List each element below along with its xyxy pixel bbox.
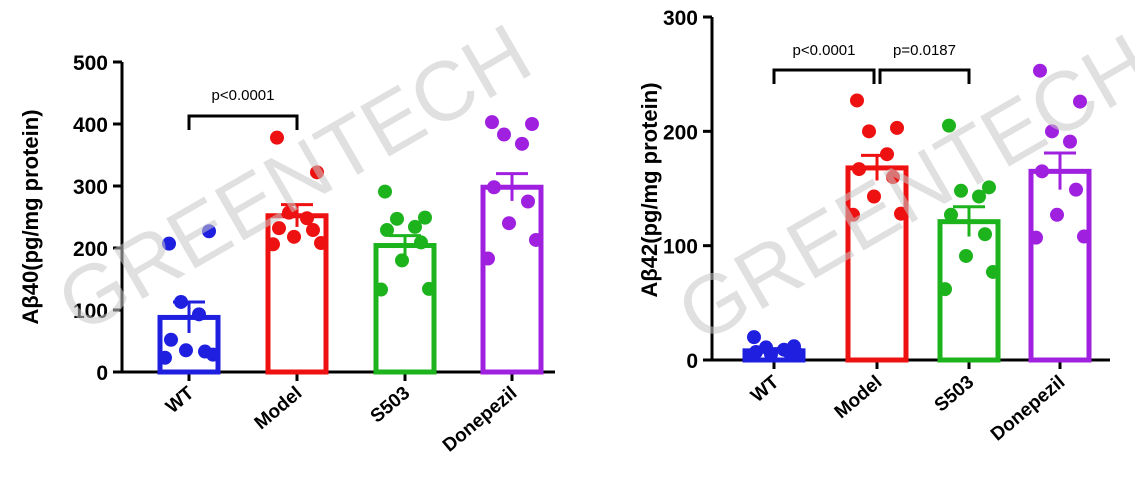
data-point [164, 332, 178, 347]
y-tick-label: 500 [73, 52, 108, 75]
data-point [886, 170, 900, 185]
y-tick-label: 0 [686, 350, 698, 373]
data-point [890, 120, 904, 135]
data-point [380, 223, 394, 238]
data-point [414, 235, 428, 250]
data-point [867, 189, 881, 204]
data-point [1073, 94, 1087, 109]
data-point [158, 350, 172, 365]
data-point [162, 236, 176, 251]
data-point [310, 165, 324, 180]
data-point [978, 227, 992, 242]
data-point [894, 206, 908, 221]
y-tick-label: 300 [663, 7, 698, 30]
significance-bracket [772, 68, 876, 84]
category-label: Donepezil [439, 383, 521, 457]
y-tick-label: 100 [663, 236, 698, 259]
data-point [850, 93, 864, 108]
data-point [1035, 164, 1049, 179]
data-point [880, 147, 894, 162]
y-tick-label: 100 [73, 300, 108, 323]
data-point [266, 237, 280, 252]
category-label: S503 [931, 372, 978, 417]
data-point [422, 281, 436, 296]
y-tick-label: 200 [73, 238, 108, 261]
y-tick-label: 300 [73, 176, 108, 199]
category-label: Model [251, 383, 307, 434]
y-tick-label: 200 [663, 121, 698, 144]
data-point [270, 130, 284, 145]
data-point [791, 347, 805, 362]
y-tick-label: 0 [96, 362, 108, 385]
data-point [272, 221, 286, 236]
data-point [942, 118, 956, 133]
data-point [282, 205, 296, 220]
data-point [743, 348, 757, 363]
data-point [1063, 134, 1077, 149]
data-point [862, 124, 876, 139]
data-point [986, 264, 1000, 279]
category-label: Donepezil [987, 372, 1069, 446]
data-point [1069, 182, 1083, 197]
data-point [481, 251, 495, 266]
bar-donepezil [480, 184, 544, 375]
data-point [982, 180, 996, 195]
data-point [1045, 124, 1059, 139]
data-point [202, 224, 216, 239]
data-point [287, 229, 301, 244]
significance-label: p<0.0001 [793, 42, 856, 59]
data-point [515, 136, 529, 151]
data-point [944, 207, 958, 222]
category-label: S503 [367, 383, 414, 428]
watermark-left: GREENTECH [42, 5, 546, 350]
y-axis-title: Aβ40(pg/mg protein) [18, 109, 43, 324]
data-point [1033, 63, 1047, 78]
data-point [487, 180, 501, 195]
data-point [497, 127, 511, 142]
significance-bracket [187, 114, 299, 130]
watermark-layer: GREENTECH GREENTECH [42, 5, 1135, 360]
significance-label: p=0.0187 [893, 42, 956, 59]
data-point [408, 219, 422, 234]
data-point [747, 330, 761, 345]
data-point [972, 189, 986, 204]
data-point [1029, 230, 1043, 245]
data-point [959, 248, 973, 263]
data-point [306, 223, 320, 238]
data-point [1077, 229, 1091, 244]
data-point [485, 115, 499, 130]
data-point [395, 253, 409, 268]
data-point [300, 211, 314, 226]
data-point [938, 282, 952, 297]
data-point [529, 232, 543, 247]
watermark-right: GREENTECH [662, 15, 1135, 360]
category-label: WT [747, 371, 783, 406]
data-point [374, 282, 388, 297]
data-point [418, 210, 432, 225]
data-point [852, 162, 866, 177]
data-point [1050, 207, 1064, 222]
data-point [192, 307, 206, 322]
data-point [390, 211, 404, 226]
y-axis-title: Aβ42(pg/mg protein) [637, 82, 662, 297]
data-point [174, 294, 188, 309]
data-point [525, 117, 539, 131]
data-point [206, 347, 220, 362]
data-point [502, 216, 516, 231]
data-point [954, 183, 968, 198]
bar-donepezil [1028, 168, 1092, 363]
data-point [378, 184, 392, 199]
category-label: Model [831, 372, 887, 423]
data-point [764, 347, 778, 362]
data-point [521, 194, 535, 209]
data-point [179, 343, 193, 358]
significance-label: p<0.0001 [212, 87, 275, 104]
y-tick-label: 400 [73, 114, 108, 137]
data-point [314, 236, 328, 251]
data-point [846, 207, 860, 222]
significance-bracket [878, 68, 971, 84]
category-label: WT [162, 382, 198, 417]
